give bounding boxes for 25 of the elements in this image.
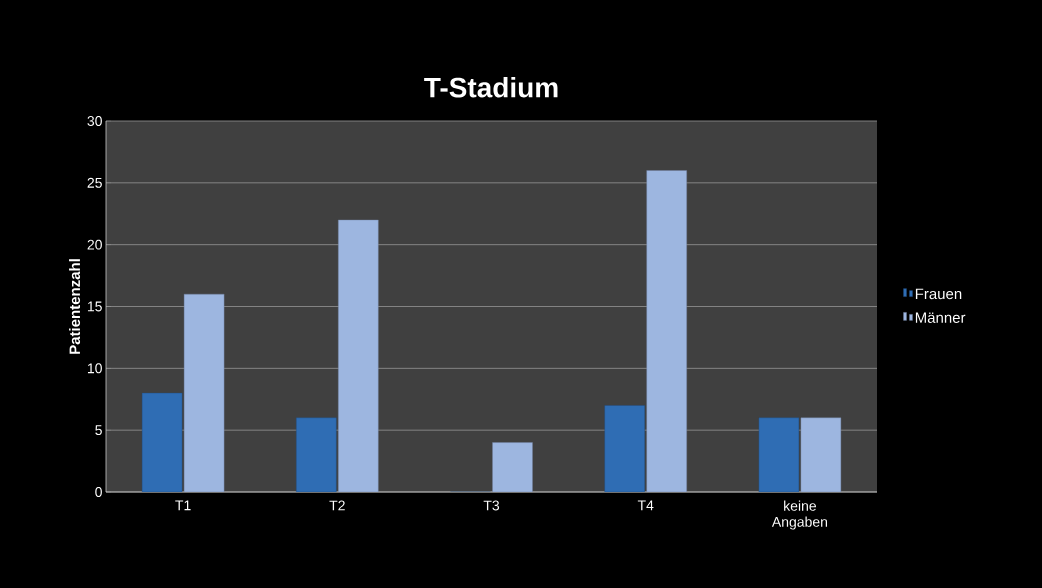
x-tick-label: T2 [329, 500, 345, 511]
y-axis-title: Patientenzahl [69, 259, 81, 354]
bar [604, 405, 645, 492]
y-tick-label: 15 [87, 301, 102, 312]
y-tick-label: 25 [87, 177, 102, 188]
x-tick-label: T4 [637, 500, 654, 511]
bar [646, 170, 687, 492]
bar [758, 417, 800, 492]
legend-label: Frauen [915, 288, 962, 300]
y-tick-label: 20 [87, 239, 102, 250]
bar [141, 392, 183, 492]
bar [183, 293, 225, 492]
bar [800, 417, 842, 492]
y-tick-label: 10 [87, 363, 102, 374]
y-tick-label: 0 [95, 487, 102, 497]
x-tick-label: T1 [175, 500, 191, 511]
x-tick-label: T3 [483, 500, 500, 511]
bar [296, 417, 337, 492]
chart-title: T-Stadium [424, 76, 558, 98]
y-tick-label: 5 [95, 425, 102, 436]
legend-label: Männer [915, 312, 966, 323]
bar [492, 442, 533, 492]
bar [338, 219, 379, 492]
x-tick-label: keine Angaben [771, 500, 828, 530]
y-tick-label: 30 [87, 116, 102, 126]
